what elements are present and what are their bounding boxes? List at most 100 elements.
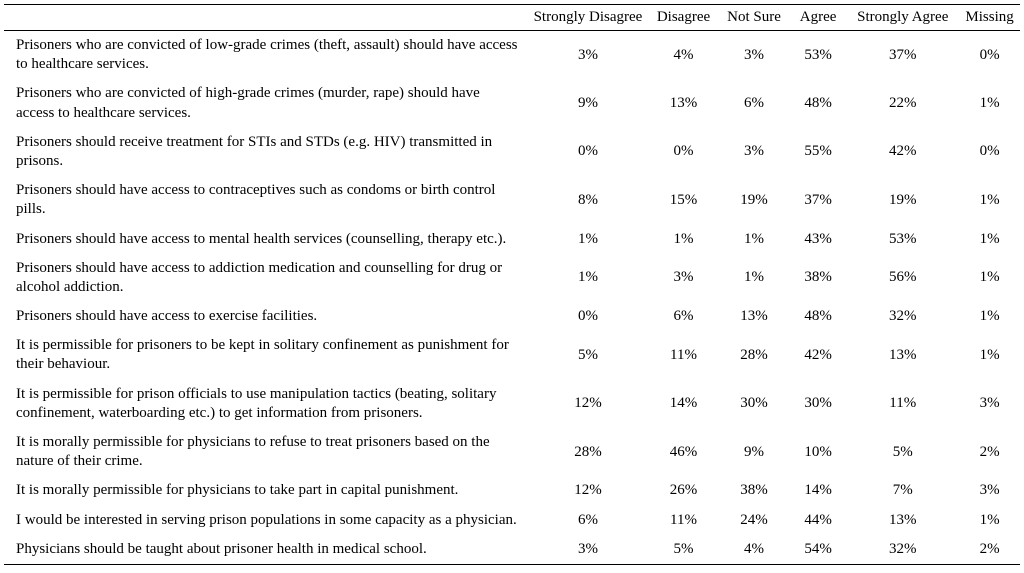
table-row: Physicians should be taught about prison… — [4, 535, 1020, 565]
cell-value: 19% — [846, 176, 959, 224]
cell-value: 12% — [527, 380, 649, 428]
cell-statement: Prisoners should receive treatment for S… — [4, 128, 527, 176]
cell-value: 28% — [527, 428, 649, 476]
cell-value: 22% — [846, 79, 959, 127]
cell-value: 48% — [790, 302, 846, 331]
cell-value: 30% — [718, 380, 790, 428]
cell-value: 48% — [790, 79, 846, 127]
cell-statement: It is morally permissible for physicians… — [4, 476, 527, 505]
table-row: It is permissible for prison officials t… — [4, 380, 1020, 428]
cell-value: 0% — [959, 128, 1020, 176]
cell-value: 10% — [790, 428, 846, 476]
cell-statement: It is permissible for prison officials t… — [4, 380, 527, 428]
cell-value: 1% — [959, 331, 1020, 379]
table-row: Prisoners should have access to contrace… — [4, 176, 1020, 224]
cell-value: 26% — [649, 476, 718, 505]
cell-value: 0% — [527, 128, 649, 176]
cell-value: 54% — [790, 535, 846, 565]
table-row: Prisoners who are convicted of low-grade… — [4, 31, 1020, 80]
cell-value: 3% — [718, 128, 790, 176]
cell-value: 1% — [959, 225, 1020, 254]
cell-value: 5% — [527, 331, 649, 379]
cell-value: 38% — [718, 476, 790, 505]
cell-value: 13% — [846, 331, 959, 379]
cell-value: 5% — [649, 535, 718, 565]
cell-value: 0% — [527, 302, 649, 331]
cell-value: 15% — [649, 176, 718, 224]
col-header-not-sure: Not Sure — [718, 5, 790, 31]
col-header-agree: Agree — [790, 5, 846, 31]
cell-value: 11% — [649, 331, 718, 379]
cell-value: 3% — [527, 31, 649, 80]
cell-statement: Prisoners should have access to mental h… — [4, 225, 527, 254]
survey-table: Strongly Disagree Disagree Not Sure Agre… — [4, 4, 1020, 565]
cell-value: 13% — [649, 79, 718, 127]
cell-value: 43% — [790, 225, 846, 254]
cell-value: 2% — [959, 428, 1020, 476]
cell-value: 1% — [718, 254, 790, 302]
cell-value: 37% — [846, 31, 959, 80]
cell-value: 9% — [527, 79, 649, 127]
table-row: I would be interested in serving prison … — [4, 506, 1020, 535]
cell-value: 4% — [718, 535, 790, 565]
cell-value: 38% — [790, 254, 846, 302]
cell-value: 14% — [790, 476, 846, 505]
cell-value: 4% — [649, 31, 718, 80]
table-header: Strongly Disagree Disagree Not Sure Agre… — [4, 5, 1020, 31]
cell-value: 13% — [718, 302, 790, 331]
table-row: It is permissible for prisoners to be ke… — [4, 331, 1020, 379]
cell-statement: Prisoners who are convicted of low-grade… — [4, 31, 527, 80]
cell-value: 1% — [718, 225, 790, 254]
cell-value: 56% — [846, 254, 959, 302]
cell-value: 55% — [790, 128, 846, 176]
col-header-disagree: Disagree — [649, 5, 718, 31]
cell-value: 3% — [959, 380, 1020, 428]
cell-value: 42% — [846, 128, 959, 176]
cell-value: 6% — [649, 302, 718, 331]
cell-value: 53% — [846, 225, 959, 254]
cell-value: 1% — [959, 302, 1020, 331]
cell-value: 7% — [846, 476, 959, 505]
cell-value: 9% — [718, 428, 790, 476]
cell-value: 28% — [718, 331, 790, 379]
cell-value: 6% — [527, 506, 649, 535]
cell-value: 0% — [649, 128, 718, 176]
cell-statement: It is morally permissible for physicians… — [4, 428, 527, 476]
cell-value: 8% — [527, 176, 649, 224]
cell-value: 37% — [790, 176, 846, 224]
cell-value: 2% — [959, 535, 1020, 565]
table-row: Prisoners should receive treatment for S… — [4, 128, 1020, 176]
cell-value: 1% — [959, 506, 1020, 535]
cell-value: 44% — [790, 506, 846, 535]
cell-statement: Prisoners should have access to exercise… — [4, 302, 527, 331]
cell-value: 19% — [718, 176, 790, 224]
cell-value: 1% — [959, 79, 1020, 127]
cell-value: 11% — [846, 380, 959, 428]
table-row: It is morally permissible for physicians… — [4, 428, 1020, 476]
col-header-strongly-agree: Strongly Agree — [846, 5, 959, 31]
cell-value: 46% — [649, 428, 718, 476]
col-header-missing: Missing — [959, 5, 1020, 31]
cell-statement: Prisoners should have access to addictio… — [4, 254, 527, 302]
table-row: Prisoners should have access to mental h… — [4, 225, 1020, 254]
table-row: Prisoners who are convicted of high-grad… — [4, 79, 1020, 127]
cell-value: 1% — [527, 225, 649, 254]
cell-value: 13% — [846, 506, 959, 535]
cell-value: 5% — [846, 428, 959, 476]
cell-value: 24% — [718, 506, 790, 535]
cell-value: 3% — [649, 254, 718, 302]
cell-value: 30% — [790, 380, 846, 428]
cell-statement: It is permissible for prisoners to be ke… — [4, 331, 527, 379]
cell-statement: Prisoners who are convicted of high-grad… — [4, 79, 527, 127]
cell-value: 14% — [649, 380, 718, 428]
table-container: Strongly Disagree Disagree Not Sure Agre… — [0, 0, 1024, 573]
cell-value: 1% — [649, 225, 718, 254]
cell-value: 1% — [959, 254, 1020, 302]
cell-statement: Physicians should be taught about prison… — [4, 535, 527, 565]
cell-value: 3% — [527, 535, 649, 565]
cell-value: 3% — [959, 476, 1020, 505]
cell-value: 12% — [527, 476, 649, 505]
cell-value: 32% — [846, 302, 959, 331]
cell-value: 42% — [790, 331, 846, 379]
table-body: Prisoners who are convicted of low-grade… — [4, 31, 1020, 565]
